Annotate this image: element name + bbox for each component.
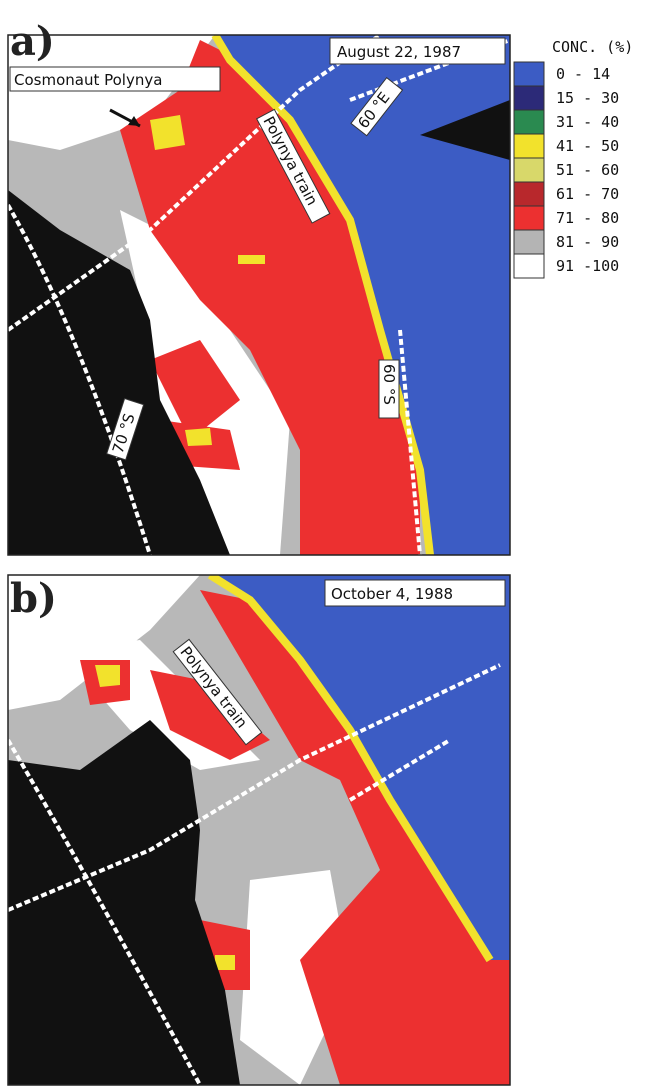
legend: CONC. (%) 0 - 14 15 - 30 31 - 40 41 - 50 51 … (514, 38, 633, 278)
legend-label: 15 - 30 (556, 89, 619, 107)
legend-label: 0 - 14 (556, 65, 610, 83)
legend-label: 51 - 60 (556, 161, 619, 179)
legend-swatch (514, 86, 544, 110)
legend-swatch (514, 134, 544, 158)
map-a (8, 35, 510, 555)
legend-label: 31 - 40 (556, 113, 619, 131)
map-b (8, 575, 510, 1085)
legend-swatch (514, 110, 544, 134)
legend-swatch (514, 254, 544, 278)
panel-date: August 22, 1987 (337, 43, 461, 61)
panel-label: a) (10, 18, 55, 65)
legend-swatch (514, 230, 544, 254)
panel-date: October 4, 1988 (331, 585, 453, 603)
annotation: 60 °S (380, 364, 398, 405)
legend-label: 61 - 70 (556, 185, 619, 203)
legend-label: 41 - 50 (556, 137, 619, 155)
legend-title: CONC. (%) (552, 38, 633, 56)
legend-label: 81 - 90 (556, 233, 619, 251)
panel-label: b) (10, 575, 57, 622)
legend-swatch (514, 62, 544, 86)
legend-label: 71 - 80 (556, 209, 619, 227)
legend-label: 91 -100 (556, 257, 619, 275)
legend-swatch (514, 182, 544, 206)
annotation: Cosmonaut Polynya (14, 71, 162, 89)
legend-swatch (514, 206, 544, 230)
legend-swatch (514, 158, 544, 182)
figure: a) August 22, 1987 Cosmonaut Polynya Pol… (0, 0, 654, 1090)
